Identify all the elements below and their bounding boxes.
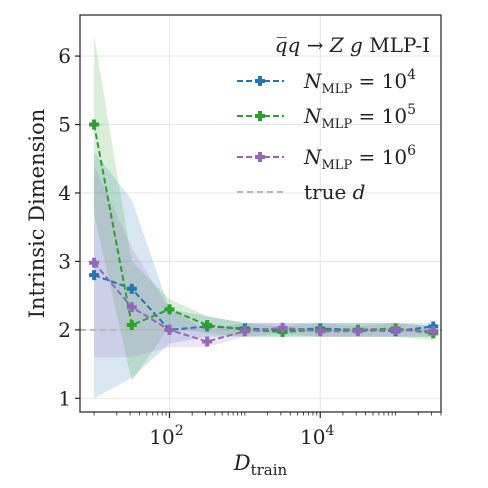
series-3-point-6 [277, 322, 288, 333]
x-tick-label-2: 102 [149, 423, 183, 449]
legend-label-true-d: true d [304, 180, 365, 204]
legend-marker-3 [255, 152, 265, 162]
series-2-band [94, 35, 434, 382]
series-2-point-3 [164, 304, 175, 315]
series-3-line [93, 262, 434, 343]
series-3-point-8 [352, 326, 363, 337]
plot-frame [79, 14, 442, 413]
series-3-point-10 [428, 326, 439, 337]
y-tick-label-6: 6 [58, 44, 71, 68]
series-1-point-2 [126, 283, 137, 294]
y-tick-label-1: 1 [58, 386, 71, 410]
legend-label-3: NMLP = 106 [303, 143, 416, 173]
series-1-point-1 [89, 270, 100, 281]
y-axis-label: Intrinsic Dimension [25, 109, 49, 319]
x-axis-label: Dtrain [233, 451, 288, 479]
series-3-point-3 [164, 324, 175, 335]
y-tick-label-5: 5 [58, 113, 71, 137]
series-1-band [94, 151, 434, 399]
series-2-point-2 [126, 320, 137, 331]
legend-label-2: NMLP = 105 [303, 102, 416, 132]
legend-marker-2 [255, 111, 265, 121]
series-3-point-5 [239, 326, 250, 337]
series-3-point-2 [126, 302, 137, 313]
series-3-band [94, 165, 434, 358]
y-tick-label-4: 4 [58, 181, 71, 205]
series-3-point-1 [89, 257, 100, 268]
series-2-point-4 [202, 320, 213, 331]
y-tick-label-3: 3 [58, 249, 71, 273]
legend-marker-1 [255, 76, 265, 86]
legend-label-1: NMLP = 104 [303, 67, 416, 97]
legend-title: q̅q → Z g MLP-I [275, 33, 430, 57]
x-tick-label-4: 104 [300, 423, 334, 449]
series-3-point-4 [202, 336, 213, 347]
y-tick-label-2: 2 [58, 318, 71, 342]
series-3-point-7 [315, 326, 326, 337]
series-2-line [93, 124, 434, 335]
series-2-point-1 [89, 119, 100, 130]
series-3-point-9 [390, 324, 401, 335]
